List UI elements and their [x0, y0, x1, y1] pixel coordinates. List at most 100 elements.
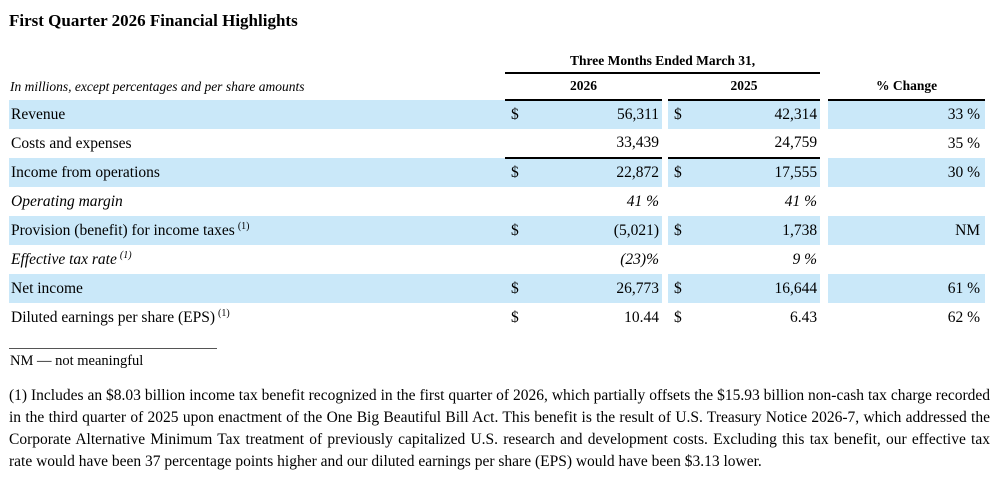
column-spacer — [820, 274, 829, 303]
column-spacer — [820, 48, 828, 73]
currency-symbol-2026: $ — [511, 308, 519, 326]
table-row: Costs and expenses 33,439 24,759 35 % — [9, 129, 985, 159]
currency-symbol-2025: $ — [668, 100, 690, 129]
value-2026: (23)% — [620, 250, 659, 268]
column-spacer — [662, 245, 668, 274]
value-2025: 9 % — [792, 250, 818, 268]
change-value: 30 % — [828, 158, 986, 187]
row-label: Effective tax rate (1) — [9, 245, 505, 274]
column-spacer — [820, 216, 829, 245]
currency-symbol-2026 — [505, 245, 525, 274]
row-label: Net income — [9, 274, 505, 303]
footnote-divider — [9, 348, 217, 349]
column-spacer — [662, 100, 668, 129]
row-label: Revenue — [9, 100, 505, 129]
column-spacer — [820, 158, 829, 187]
row-label-text: Income from operations — [11, 163, 160, 181]
column-spacer — [820, 73, 828, 100]
value-2026: 41 % — [626, 192, 659, 210]
footnote-ref: (1) — [119, 249, 132, 261]
currency-symbol-2026: $ — [505, 216, 525, 245]
col-header-2026: 2026 — [505, 73, 662, 101]
row-label-text: Costs and expenses — [11, 134, 132, 152]
nm-definition: NM — not meaningful — [10, 353, 144, 369]
value-2025: 42,314 — [690, 100, 821, 129]
row-label: Diluted earnings per share (EPS) (1) — [9, 303, 505, 332]
column-spacer — [820, 187, 829, 216]
header-spacer-cell — [828, 48, 985, 73]
column-spacer — [662, 158, 668, 187]
units-note: In millions, except percentages and per … — [10, 79, 305, 94]
currency-symbol-2025 — [668, 187, 690, 216]
value-2026: 26,773 — [525, 274, 662, 303]
period-header: Three Months Ended March 31, — [505, 48, 821, 74]
column-spacer — [662, 187, 668, 216]
currency-symbol-2025: $ — [668, 158, 690, 187]
change-value: 33 % — [828, 100, 986, 129]
row-label-text: Effective tax rate — [11, 250, 117, 268]
column-spacer — [662, 216, 668, 245]
period-header-row: Three Months Ended March 31, — [9, 48, 985, 74]
table-row: Net income $ 26,773 $ 16,644 61 % — [9, 274, 986, 303]
column-header-row: In millions, except percentages and per … — [9, 73, 986, 101]
value-2025: 41 % — [784, 192, 818, 210]
currency-symbol-2026 — [505, 187, 525, 216]
column-spacer — [820, 100, 829, 129]
currency-symbol-2026: $ — [505, 158, 525, 187]
column-spacer — [662, 274, 668, 303]
currency-symbol-2026: $ — [505, 274, 525, 303]
currency-symbol-2026 — [505, 129, 525, 159]
footnote-ref: (1) — [218, 307, 230, 319]
header-spacer-cell — [9, 48, 505, 73]
change-value: 35 % — [947, 134, 981, 152]
value-2026: 10.44 — [624, 308, 659, 326]
change-value: NM — [828, 216, 986, 245]
table-row: Operating margin 41 % 41 % — [9, 187, 985, 216]
row-label-text: Operating margin — [11, 192, 123, 210]
table-row: Effective tax rate (1) (23)% 9 % — [9, 245, 985, 274]
change-value — [828, 187, 985, 216]
table-row: Revenue $ 56,311 $ 42,314 33 % — [9, 100, 986, 129]
row-label-text: Provision (benefit) for income taxes — [11, 221, 235, 239]
financial-highlights-table: Three Months Ended March 31, In millions… — [9, 48, 986, 332]
row-label: Costs and expenses — [9, 129, 505, 158]
currency-symbol-2025: $ — [668, 274, 690, 303]
row-label: Income from operations — [9, 158, 505, 187]
currency-symbol-2025: $ — [668, 216, 690, 245]
column-spacer — [662, 303, 668, 332]
page-title: First Quarter 2026 Financial Highlights — [9, 11, 298, 30]
footnote-1: (1) Includes an $8.03 billion income tax… — [9, 387, 990, 470]
value-2026: 56,311 — [525, 100, 662, 129]
table-header: Three Months Ended March 31, In millions… — [9, 48, 986, 101]
value-2025: 17,555 — [690, 158, 821, 187]
col-header-change: % Change — [828, 73, 986, 101]
table-row: Income from operations $ 22,872 $ 17,555… — [9, 158, 986, 187]
currency-symbol-2025 — [668, 245, 690, 274]
value-2025: 1,738 — [690, 216, 821, 245]
currency-symbol-2025: $ — [674, 308, 682, 326]
change-value — [828, 245, 985, 274]
value-2025: 24,759 — [690, 129, 821, 159]
row-label-text: Revenue — [11, 105, 66, 123]
row-label-text: Diluted earnings per share (EPS) — [11, 308, 216, 326]
table-row: Diluted earnings per share (EPS) (1) $ 10… — [9, 303, 985, 332]
table-row: Provision (benefit) for income taxes (1) … — [9, 216, 986, 245]
value-2026: 22,872 — [525, 158, 662, 187]
column-spacer — [820, 303, 829, 332]
value-2025: 6.43 — [789, 308, 818, 326]
currency-symbol-2026: $ — [505, 100, 525, 129]
value-2025: 16,644 — [690, 274, 821, 303]
row-label: Provision (benefit) for income taxes (1) — [9, 216, 505, 245]
footnote-ref: (1) — [237, 220, 250, 232]
column-spacer — [820, 245, 829, 274]
change-value: 61 % — [828, 274, 986, 303]
row-label: Operating margin — [9, 187, 505, 216]
column-spacer — [820, 129, 829, 158]
column-spacer — [662, 129, 668, 158]
value-2026: 33,439 — [525, 129, 662, 159]
table-body: Revenue $ 56,311 $ 42,314 33 % Costs and… — [9, 100, 986, 332]
row-label-text: Net income — [11, 279, 83, 297]
col-header-2025: 2025 — [668, 73, 821, 101]
change-value: 62 % — [947, 308, 981, 326]
